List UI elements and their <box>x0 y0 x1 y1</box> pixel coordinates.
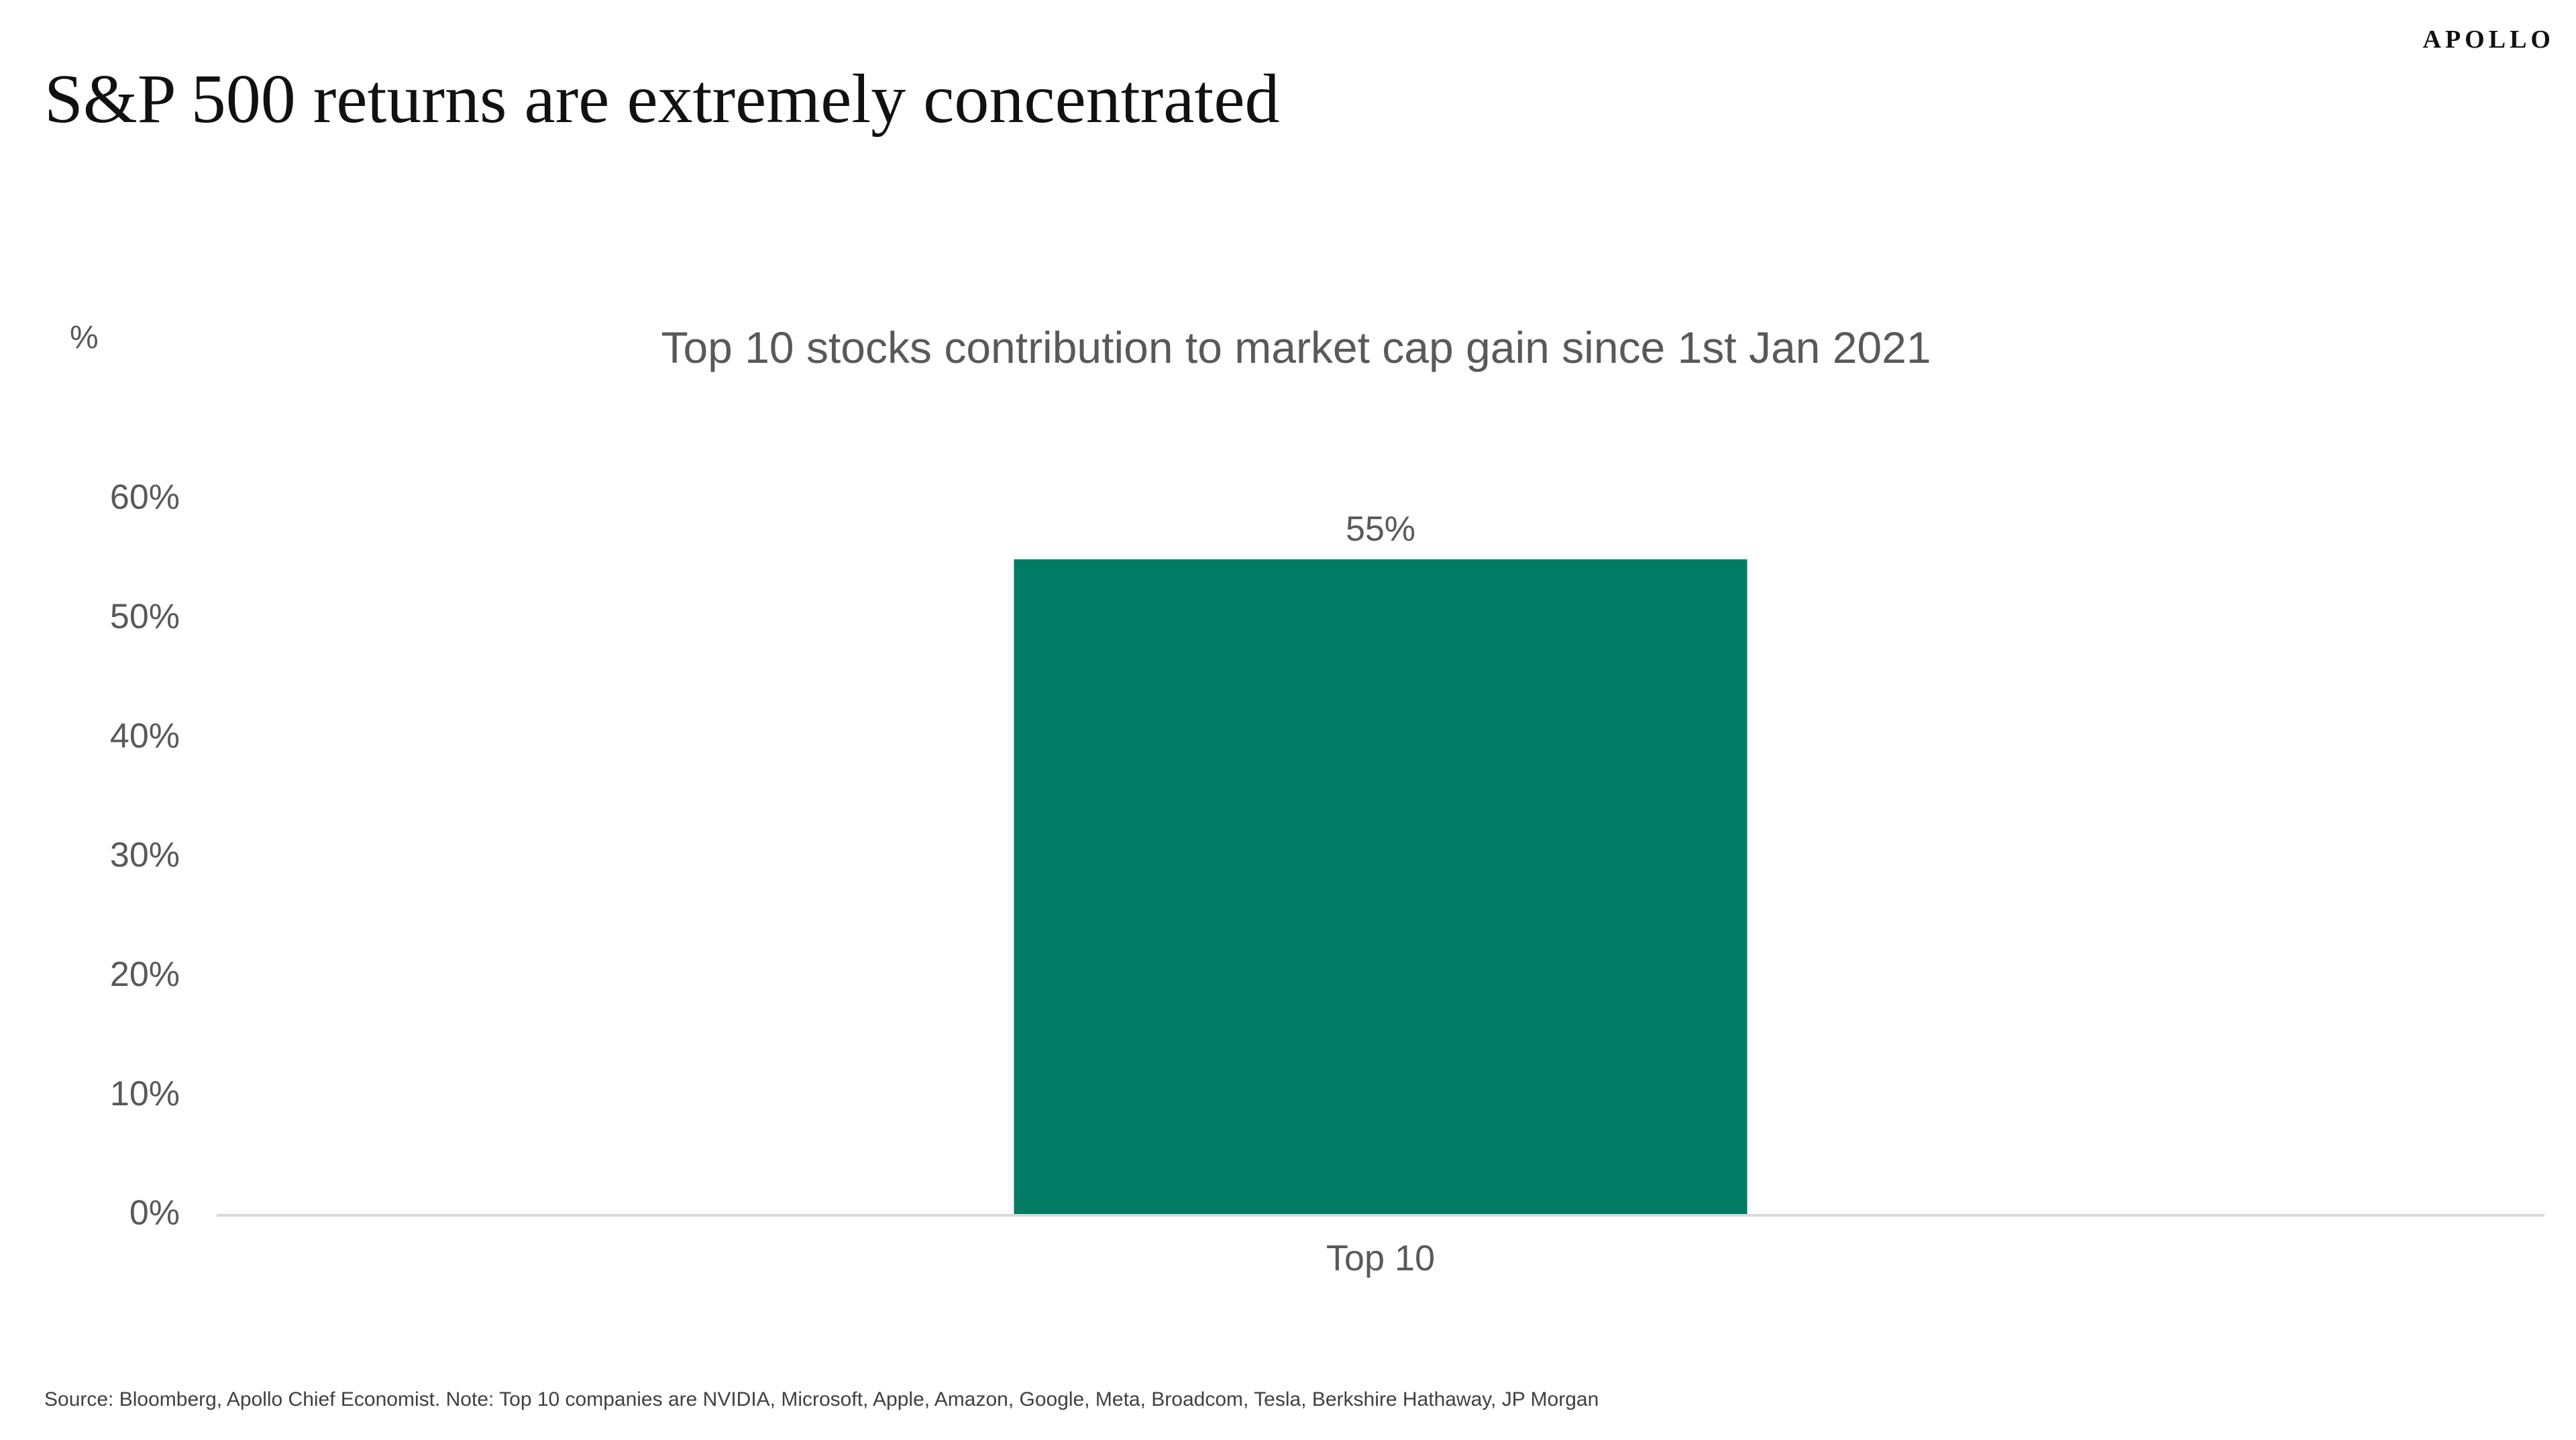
x-tick-label: Top 10 <box>1326 1238 1435 1278</box>
chart-title: Top 10 stocks contribution to market cap… <box>661 323 1931 372</box>
y-axis-unit-label: % <box>70 320 99 355</box>
source-note: Source: Bloomberg, Apollo Chief Economis… <box>44 1388 1599 1410</box>
data-label: 55% <box>1346 510 1415 549</box>
y-tick-label: 60% <box>110 478 180 517</box>
y-axis-ticks: 0% 10% 20% 30% 40% 50% 60% <box>110 478 180 1233</box>
x-axis-ticks: Top 10 <box>1326 1238 1435 1278</box>
y-tick-label: 50% <box>110 598 180 636</box>
y-tick-label: 20% <box>110 955 180 994</box>
apollo-logo: APOLLO <box>2422 25 2555 54</box>
y-tick-label: 10% <box>110 1074 180 1113</box>
y-tick-label: 0% <box>129 1194 180 1233</box>
bar <box>1014 559 1748 1215</box>
data-labels: 55% <box>1346 510 1415 549</box>
slide-title: S&P 500 returns are extremely concentrat… <box>44 60 1280 137</box>
bars <box>1014 559 1748 1215</box>
y-tick-label: 40% <box>110 716 180 755</box>
y-tick-label: 30% <box>110 836 180 875</box>
